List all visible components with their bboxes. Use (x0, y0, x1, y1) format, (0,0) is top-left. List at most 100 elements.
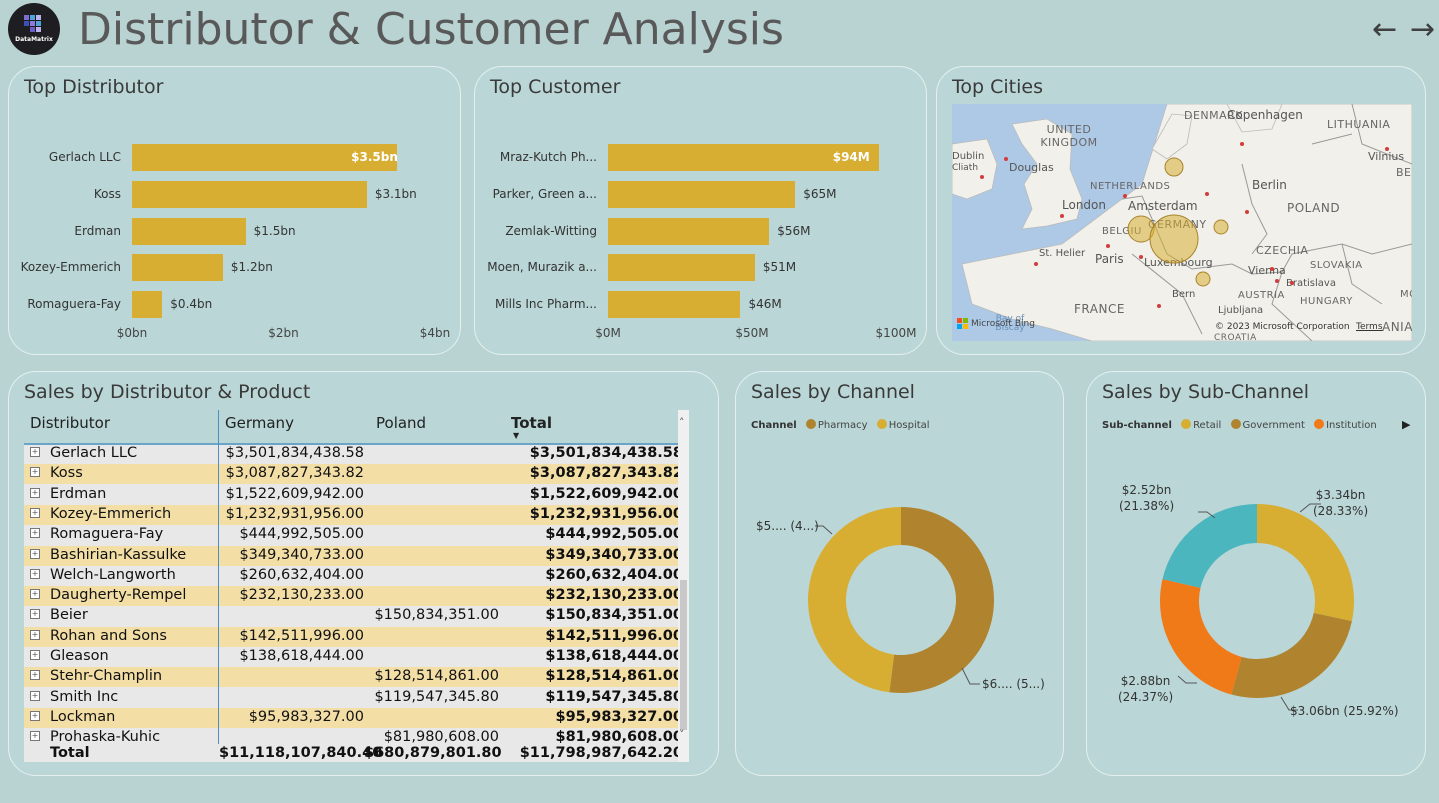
legend-item[interactable]: Pharmacy (817, 420, 868, 431)
table-row[interactable]: + Stehr-Champlin $128,514,861.00 $128,514,8… (24, 667, 689, 688)
donut-slice[interactable] (1231, 613, 1352, 698)
map-label: AUSTRIA (1238, 290, 1285, 301)
legend-item[interactable]: Institution (1326, 420, 1377, 431)
channel-donut-chart[interactable] (736, 372, 1065, 777)
table-row[interactable]: + Welch-Langworth $260,632,404.00 $260,632,… (24, 565, 689, 586)
table-row[interactable]: + Prohaska-Kuhic $81,980,608.00 $81,980,608… (24, 728, 689, 749)
table-row[interactable]: + Beier $150,834,351.00 $150,834,351.00 (24, 606, 689, 627)
column-header-germany[interactable]: Germany (225, 414, 294, 432)
donut-slice[interactable] (808, 507, 901, 693)
donut-slice[interactable] (1160, 579, 1242, 695)
city-map[interactable]: DENMARK Copenhagen LITHUANIA UNITED KING… (952, 104, 1412, 341)
scroll-up-icon[interactable]: ˄ (679, 416, 685, 429)
bar[interactable] (608, 217, 770, 245)
table-row[interactable]: + Rohan and Sons $142,511,996.00 $142,511,9… (24, 626, 689, 647)
column-header-total[interactable]: Total (511, 414, 552, 432)
expand-row-icon[interactable]: + (30, 629, 40, 640)
column-header-poland[interactable]: Poland (376, 414, 427, 432)
map-attribution: Microsoft Bing (971, 319, 1035, 329)
expand-row-icon[interactable]: + (30, 670, 40, 681)
city-bubble (1127, 157, 1229, 287)
bar-category-label: Moen, Murazik a... (487, 260, 597, 275)
legend-item[interactable]: Government (1242, 420, 1305, 431)
donut-data-label: $6.... (5...) (982, 677, 1045, 691)
bar[interactable] (132, 291, 163, 319)
legend-swatch (1181, 419, 1192, 429)
cell-germany: $142,511,996.00 (239, 627, 364, 644)
table-row[interactable]: + Erdman $1,522,609,942.00 $1,522,609,942.0… (24, 484, 689, 505)
expand-row-icon[interactable]: + (30, 467, 40, 478)
table-row[interactable]: + Gleason $138,618,444.00 $138,618,444.00 (24, 647, 689, 667)
map-label: Douglas (1009, 161, 1054, 174)
expand-row-icon[interactable]: + (30, 710, 40, 721)
donut-slice[interactable] (1162, 504, 1257, 588)
table-row[interactable]: + Koss $3,087,827,343.82 $3,087,827,343.82 (24, 464, 689, 485)
cell-total: $150,834,351.00 (545, 607, 683, 624)
donut-slice[interactable] (889, 507, 995, 693)
table-header: Distributor Germany Poland Total ▼ (24, 410, 689, 445)
donut-data-label: $3.34bn (28.33%) (1313, 487, 1368, 519)
map-label: SLOVAKIA (1310, 260, 1363, 271)
expand-row-icon[interactable]: + (30, 650, 40, 660)
label-percent: (21.38%) (1119, 499, 1175, 513)
bar[interactable] (608, 254, 755, 282)
arrow-right-icon[interactable]: → (1410, 12, 1436, 47)
column-header-distributor[interactable]: Distributor (30, 414, 111, 432)
expand-row-icon[interactable]: + (30, 507, 40, 518)
bar[interactable] (132, 180, 367, 208)
map-label: CZECHIA (1256, 244, 1309, 257)
table-row[interactable]: + Daugherty-Rempel $232,130,233.00 $232,130… (24, 586, 689, 607)
table-row[interactable]: + Smith Inc $119,547,345.80 $119,547,345.80 (24, 687, 689, 708)
top-distributor-chart: Gerlach LLC $3.5bn Koss $3.1bn Erdman $1.5bn K… (9, 67, 462, 356)
legend-item[interactable]: Retail (1193, 420, 1222, 431)
map-label: Paris (1095, 252, 1124, 266)
bar[interactable] (608, 180, 796, 208)
sales-matrix[interactable]: + Gerlach LLC $3,501,834,438.58 $3,501,834,… (24, 410, 689, 762)
leader-line (1198, 511, 1216, 519)
bar[interactable] (132, 217, 246, 245)
expand-row-icon[interactable]: + (30, 731, 40, 742)
table-row[interactable]: + Lockman $95,983,327.00 $95,983,327.00 (24, 707, 689, 728)
expand-row-icon[interactable]: + (30, 568, 40, 579)
bar[interactable] (608, 291, 741, 319)
expand-row-icon[interactable]: + (30, 548, 40, 559)
map-label: UNITED KINGDOM (1040, 123, 1098, 149)
legend-next-icon[interactable]: ▶ (1402, 418, 1411, 431)
cell-total: $260,632,404.00 (545, 566, 683, 583)
map-terms-link[interactable]: Terms (1356, 322, 1383, 332)
bar[interactable] (132, 144, 398, 171)
expand-row-icon[interactable]: + (30, 609, 40, 620)
expand-row-icon[interactable]: + (30, 447, 40, 457)
x-tick-label: $0bn (116, 326, 148, 340)
cell-distributor: Koss (50, 465, 83, 482)
expand-row-icon[interactable]: + (30, 589, 40, 600)
bar[interactable] (132, 254, 223, 282)
expand-row-icon[interactable]: + (30, 487, 40, 498)
legend-item[interactable]: Hospital (888, 420, 930, 431)
sort-descending-icon[interactable]: ▼ (513, 431, 520, 440)
map-label: ANIA (1382, 320, 1412, 334)
donut-data-label: $5.... (4...) (756, 519, 819, 533)
table-scrollbar[interactable]: ˄ ˅ (678, 410, 689, 762)
label-percent: (24.37%) (1118, 690, 1174, 704)
table-row[interactable]: + Gerlach LLC $3,501,834,438.58 $3,501,834,… (24, 444, 689, 464)
cell-distributor: Lockman (50, 708, 116, 725)
donut-slice[interactable] (1257, 504, 1354, 622)
scrollbar-thumb[interactable] (680, 580, 687, 730)
expand-row-icon[interactable]: + (30, 528, 40, 539)
arrow-left-icon[interactable]: ← (1372, 12, 1398, 47)
bar[interactable] (608, 144, 879, 171)
cell-distributor: Gleason (50, 648, 109, 664)
table-row[interactable]: + Bashirian-Kassulke $349,340,733.00 $349,3… (24, 545, 689, 566)
table-row[interactable]: + Kozey-Emmerich $1,232,931,956.00 $1,232,9… (24, 504, 689, 525)
scroll-down-icon[interactable]: ˅ (679, 728, 685, 741)
bar-value-label: $65M (803, 186, 837, 201)
subchannel-donut-chart[interactable] (1087, 372, 1427, 777)
table-row[interactable]: + Romaguera-Fay $444,992,505.00 $444,992,50… (24, 525, 689, 546)
legend-title: Channel (751, 420, 797, 431)
bar-category-label: Mraz-Kutch Ph... (499, 150, 597, 164)
legend-swatch (805, 419, 816, 429)
expand-row-icon[interactable]: + (30, 690, 40, 701)
map-land (952, 104, 1412, 341)
map-label: Bay of Biscay (995, 314, 1025, 333)
